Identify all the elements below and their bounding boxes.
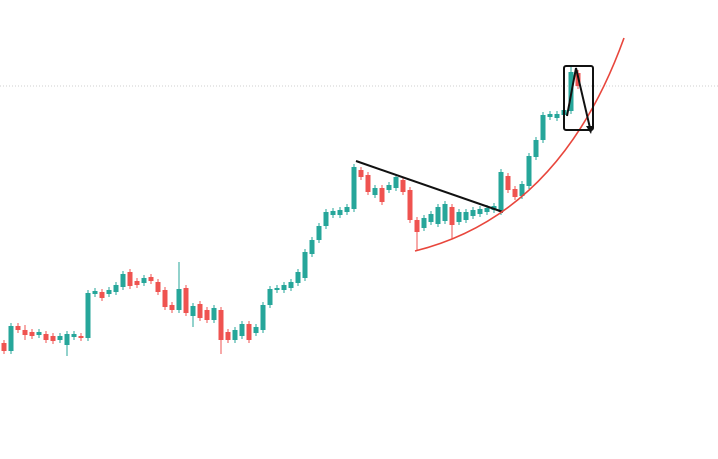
candle-body [519,184,525,196]
candle-body [218,310,224,340]
candle-body [414,220,420,232]
candle-body [526,156,532,186]
candle-body [337,210,343,215]
candle-body [540,115,546,140]
candle-body [365,175,371,192]
candle-body [295,272,301,283]
candle-body [330,211,336,215]
candle-body [274,288,280,290]
candle-body [239,324,245,336]
candle-body [99,292,105,298]
candle-body [442,204,448,221]
candle-body [386,185,392,190]
candle-body [162,290,168,307]
curve [414,37,625,252]
candle-body [92,291,98,294]
candle-body [232,330,238,340]
candle-body [456,212,462,222]
candle-body [435,207,441,224]
candle-body [22,330,28,335]
candle-body [498,172,504,212]
candle-body [260,305,266,330]
candles [0,67,718,356]
candle-body [211,308,217,320]
candle-body [379,188,385,202]
candle-body [470,210,476,216]
candle-body [246,324,252,340]
candle-body [400,180,406,192]
candle-body [302,252,308,278]
candle-body [183,288,189,313]
arrow-head [586,126,593,134]
candle-body [477,209,483,214]
candle-body [281,285,287,290]
candle-body [1,343,7,351]
candle-body [106,290,112,294]
candle-body [155,282,161,292]
candle-body [141,278,147,283]
candle-body [428,214,434,222]
candle-body [253,327,259,333]
candle-body [190,306,196,316]
candle-body [547,114,553,117]
candle-body [407,190,413,220]
candle-body [351,167,357,209]
candle-body [449,207,455,225]
candle-body [288,282,294,288]
candle-body [78,336,84,338]
candle-body [15,326,21,330]
candle-body [267,289,273,305]
candle-body [50,336,56,341]
candle-body [8,326,14,351]
candle-body [127,272,133,286]
candle-body [484,208,490,212]
candle-body [344,207,350,212]
candle-body [316,226,322,240]
trend-line [355,160,504,213]
candle-body [512,189,518,197]
candle-body [421,218,427,228]
candle-body [554,114,560,118]
candle-body [372,188,378,195]
highlight-box [563,65,594,131]
candle-body [204,310,210,320]
candle-body [169,305,175,310]
candle-body [358,170,364,177]
arrow-path [566,67,591,129]
candle-body [197,304,203,318]
candle-body [29,332,35,336]
candle-body [120,274,126,287]
candle-body [323,212,329,226]
candle-body [505,176,511,190]
candle-body [463,212,469,220]
candle-body [148,277,154,281]
candle-body [113,285,119,292]
candle-body [85,293,91,338]
candle-body [64,334,70,345]
candle-body [57,336,63,340]
candle-body [225,332,231,340]
candle-body [134,281,140,285]
candle-body [309,240,315,254]
candle-body [533,140,539,157]
candle-body [71,334,77,337]
candle-body [393,177,399,188]
candle-body [36,332,42,335]
candle-body [43,334,49,340]
candle-body [176,289,182,310]
